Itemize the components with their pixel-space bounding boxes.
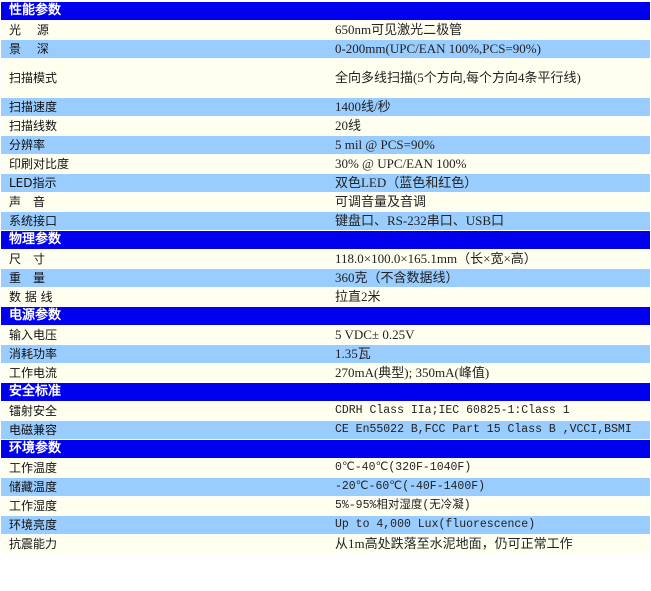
spec-row: 尺 寸 118.0×100.0×165.1mm（长×宽×高） xyxy=(1,250,650,268)
spec-label: 工作温度 xyxy=(1,459,327,477)
spec-row: 声 音可调音量及音调 xyxy=(1,193,650,211)
spec-label: 声 音 xyxy=(1,193,327,211)
section-title: 电源参数 xyxy=(1,307,650,325)
section-header: 电源参数 xyxy=(1,307,650,325)
section-header: 物理参数 xyxy=(1,231,650,249)
spec-value: 270mA(典型); 350mA(峰值) xyxy=(326,364,650,382)
section-header: 环境参数 xyxy=(1,440,650,458)
spec-row: 镭射安全 CDRH Class IIa;IEC 60825-1:Class 1 xyxy=(1,402,650,420)
spec-row: 重 量 360克（不含数据线） xyxy=(1,269,650,287)
section-title: 物理参数 xyxy=(1,231,650,249)
spec-label: 工作电流 xyxy=(1,364,327,382)
spec-label: 扫描速度 xyxy=(1,98,327,116)
spec-value: 30% @ UPC/EAN 100% xyxy=(326,155,650,173)
spec-label: 扫描线数 xyxy=(1,117,327,135)
spec-value: 0℃-40℃(320F-1040F) xyxy=(326,459,650,477)
spec-label: 环境亮度 xyxy=(1,516,327,534)
spec-row: 环境亮度 Up to 4,000 Lux(fluorescence) xyxy=(1,516,650,534)
spec-label: 输入电压 xyxy=(1,326,327,344)
spec-label: 储藏温度 xyxy=(1,478,327,496)
spec-row: 输入电压 5 VDC± 0.25V xyxy=(1,326,650,344)
spec-label: 分辨率 xyxy=(1,136,327,154)
spec-label: 印刷对比度 xyxy=(1,155,327,173)
spec-value: -20℃-60℃(-40F-1400F) xyxy=(326,478,650,496)
spec-value: Up to 4,000 Lux(fluorescence) xyxy=(326,516,650,534)
spec-row: 景 深 0-200mm(UPC/EAN 100%,PCS=90%) xyxy=(1,40,650,58)
spec-label: 工作湿度 xyxy=(1,497,327,515)
spec-row: 数 据 线拉直2米 xyxy=(1,288,650,306)
spec-row: 扫描速度 1400线/秒 xyxy=(1,98,650,116)
spec-value: 拉直2米 xyxy=(326,288,650,306)
spec-label: LED指示 xyxy=(1,174,327,192)
spec-label: 扫描模式 xyxy=(1,59,327,97)
spec-label: 电磁兼容 xyxy=(1,421,327,439)
spec-label: 景 深 xyxy=(1,40,327,58)
spec-value: 5 mil @ PCS=90% xyxy=(326,136,650,154)
spec-value: 1400线/秒 xyxy=(326,98,650,116)
spec-value: 键盘口、RS-232串口、USB口 xyxy=(326,212,650,230)
spec-label: 重 量 xyxy=(1,269,327,287)
spec-value: 双色LED（蓝色和红色） xyxy=(326,174,650,192)
spec-row: 分辨率 5 mil @ PCS=90% xyxy=(1,136,650,154)
spec-value: 20线 xyxy=(326,117,650,135)
spec-row: 消耗功率 1.35瓦 xyxy=(1,345,650,363)
spec-label: 光 源 xyxy=(1,21,327,39)
spec-value: 全向多线扫描(5个方向,每个方向4条平行线) xyxy=(326,59,650,97)
spec-row: 抗震能力 从1m高处跌落至水泥地面，仍可正常工作 xyxy=(1,535,650,553)
spec-value: CDRH Class IIa;IEC 60825-1:Class 1 xyxy=(326,402,650,420)
spec-table: 性能参数光 源 650nm可见激光二极管景 深 0-200mm(UPC/EAN 10… xyxy=(1,1,650,554)
section-title: 环境参数 xyxy=(1,440,650,458)
spec-value: 从1m高处跌落至水泥地面，仍可正常工作 xyxy=(326,535,650,553)
spec-value: 650nm可见激光二极管 xyxy=(326,21,650,39)
section-title: 安全标准 xyxy=(1,383,650,401)
section-header: 安全标准 xyxy=(1,383,650,401)
spec-value: 5%-95%相对湿度(无冷凝) xyxy=(326,497,650,515)
spec-row: LED指示 双色LED（蓝色和红色） xyxy=(1,174,650,192)
section-header: 性能参数 xyxy=(1,2,650,20)
spec-row: 光 源 650nm可见激光二极管 xyxy=(1,21,650,39)
spec-value: CE En55022 B,FCC Part 15 Class B ,VCCI,B… xyxy=(326,421,650,439)
spec-value: 可调音量及音调 xyxy=(326,193,650,211)
spec-row: 工作温度 0℃-40℃(320F-1040F) xyxy=(1,459,650,477)
spec-label: 尺 寸 xyxy=(1,250,327,268)
spec-row: 扫描线数 20线 xyxy=(1,117,650,135)
spec-row: 工作电流 270mA(典型); 350mA(峰值) xyxy=(1,364,650,382)
spec-row: 扫描模式 全向多线扫描(5个方向,每个方向4条平行线) xyxy=(1,59,650,97)
spec-row: 印刷对比度 30% @ UPC/EAN 100% xyxy=(1,155,650,173)
spec-label: 数 据 线 xyxy=(1,288,327,306)
spec-label: 镭射安全 xyxy=(1,402,327,420)
spec-value: 5 VDC± 0.25V xyxy=(326,326,650,344)
section-title: 性能参数 xyxy=(1,2,650,20)
spec-value: 1.35瓦 xyxy=(326,345,650,363)
spec-row: 工作湿度 5%-95%相对湿度(无冷凝) xyxy=(1,497,650,515)
spec-value: 360克（不含数据线） xyxy=(326,269,650,287)
spec-label: 抗震能力 xyxy=(1,535,327,553)
spec-value: 118.0×100.0×165.1mm（长×宽×高） xyxy=(326,250,650,268)
spec-value: 0-200mm(UPC/EAN 100%,PCS=90%) xyxy=(326,40,650,58)
spec-row: 系统接口 键盘口、RS-232串口、USB口 xyxy=(1,212,650,230)
spec-row: 储藏温度 -20℃-60℃(-40F-1400F) xyxy=(1,478,650,496)
spec-row: 电磁兼容 CE En55022 B,FCC Part 15 Class B ,VC… xyxy=(1,421,650,439)
spec-label: 消耗功率 xyxy=(1,345,327,363)
spec-label: 系统接口 xyxy=(1,212,327,230)
